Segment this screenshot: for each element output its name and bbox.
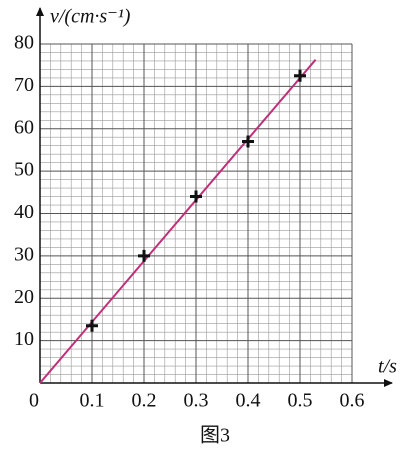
data-point xyxy=(294,69,306,82)
x-tick-label: 0.6 xyxy=(340,390,365,412)
data-point xyxy=(86,319,98,332)
y-tick-label: 30 xyxy=(14,243,34,265)
y-tick-label: 20 xyxy=(14,286,34,308)
fit-line xyxy=(39,59,317,384)
grid xyxy=(40,43,353,383)
y-tick-label: 70 xyxy=(14,74,34,96)
x-tick-label: 0.1 xyxy=(80,390,105,412)
caption: 图3 xyxy=(200,425,230,447)
y-tick-label: 50 xyxy=(14,159,34,181)
x-axis-label: t/s xyxy=(378,356,397,378)
y-axis-label: v/(cm·s⁻¹) xyxy=(50,6,131,28)
data-point xyxy=(242,135,254,148)
x-tick-label: 0.3 xyxy=(184,390,209,412)
y-tick-label: 80 xyxy=(14,32,34,54)
y-tick-label: 40 xyxy=(14,201,34,223)
x-tick-label: 0.2 xyxy=(132,390,157,412)
x-tick-label: 0.4 xyxy=(236,390,261,412)
data-point xyxy=(138,249,150,262)
x-tick-label: 0 xyxy=(29,390,39,412)
data-point xyxy=(190,190,202,203)
y-tick-label: 10 xyxy=(14,328,34,350)
y-tick-label: 60 xyxy=(14,116,34,138)
x-tick-label: 0.5 xyxy=(288,390,313,412)
